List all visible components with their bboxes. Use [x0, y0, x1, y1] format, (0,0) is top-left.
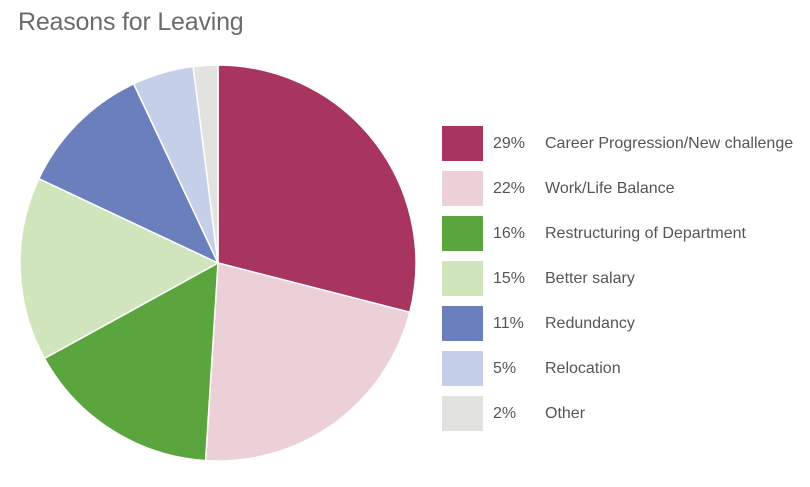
legend-swatch — [442, 351, 483, 386]
legend-swatch — [442, 261, 483, 296]
legend-swatch — [442, 396, 483, 431]
legend-label: Better salary — [545, 269, 635, 287]
pie-slice-other — [192, 64, 219, 264]
pie-slice-career-progression-new-challenge — [217, 64, 417, 314]
legend-percent: 11% — [493, 314, 524, 332]
legend-label: Restructuring of Department — [545, 224, 746, 242]
legend-percent: 16% — [493, 224, 526, 242]
legend-item: 2% Other — [442, 396, 793, 431]
legend: 29% Career Progression/New challenge 22% Wo… — [442, 126, 793, 441]
pie-slice-work-life-balance — [204, 262, 411, 462]
legend-label: Relocation — [545, 359, 621, 377]
legend-swatch — [442, 171, 483, 206]
legend-percent: 29% — [493, 134, 526, 152]
legend-percent: 2% — [493, 404, 517, 422]
legend-swatch — [442, 216, 483, 251]
legend-item: 29% Career Progression/New challenge — [442, 126, 793, 161]
legend-item: 22% Work/Life Balance — [442, 171, 793, 206]
legend-swatch — [442, 126, 483, 161]
legend-item: 15% Better salary — [442, 261, 793, 296]
legend-label: Redundancy — [545, 314, 635, 332]
legend-swatch — [442, 306, 483, 341]
legend-item: 16% Restructuring of Department — [442, 216, 793, 251]
pie-slice-redundancy — [37, 82, 220, 265]
legend-percent: 5% — [493, 359, 517, 377]
legend-percent: 15% — [493, 269, 526, 287]
legend-item: 5% Relocation — [442, 351, 793, 386]
pie-slice-restructuring-of-department — [43, 261, 219, 462]
pie-slice-better-salary — [19, 177, 220, 360]
pie-chart — [19, 64, 417, 462]
legend-label: Other — [545, 404, 586, 422]
legend-percent: 22% — [493, 179, 526, 197]
chart-title: Reasons for Leaving — [18, 8, 244, 36]
legend-label: Career Progression/New challenge — [545, 134, 794, 152]
legend-label: Work/Life Balance — [545, 179, 675, 197]
legend-item: 11% Redundancy — [442, 306, 793, 341]
